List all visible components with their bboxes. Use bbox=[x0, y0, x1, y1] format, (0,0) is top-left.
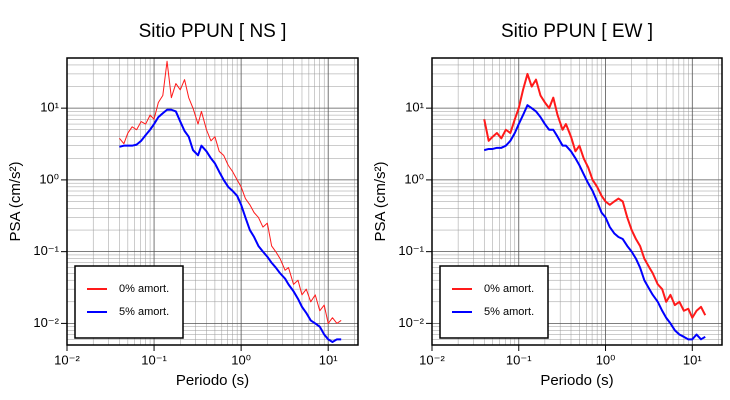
x-tick-label: 10⁻² bbox=[419, 352, 445, 367]
series-line bbox=[119, 108, 342, 344]
x-tick-label: 10¹ bbox=[683, 352, 702, 367]
legend-label: 0% amort. bbox=[119, 283, 169, 295]
y-tick-label: 10⁰ bbox=[404, 171, 424, 186]
series-line bbox=[483, 104, 706, 341]
series-line bbox=[483, 72, 707, 319]
legend-label: 5% amort. bbox=[484, 306, 534, 318]
chart-title: Sitio PPUN [ EW ] bbox=[501, 21, 653, 42]
plot-frame bbox=[431, 57, 723, 346]
y-tick-label: 10¹ bbox=[405, 100, 424, 115]
legend-label: 0% amort. bbox=[484, 283, 534, 295]
legend-box bbox=[439, 265, 549, 339]
y-tick-label: 10¹ bbox=[40, 100, 59, 115]
x-tick-label: 10⁰ bbox=[596, 352, 616, 367]
legend-box bbox=[74, 265, 184, 339]
series-line bbox=[119, 60, 342, 324]
legend-label: 5% amort. bbox=[119, 306, 169, 318]
y-tick-label: 10⁻¹ bbox=[33, 243, 59, 258]
plot-frame bbox=[66, 57, 359, 346]
x-axis-label: Periodo (s) bbox=[176, 372, 249, 389]
y-axis-label: PSA (cm/s²) bbox=[7, 161, 24, 241]
x-tick-label: 10⁻¹ bbox=[506, 352, 532, 367]
y-tick-label: 10⁰ bbox=[39, 171, 59, 186]
x-tick-label: 10¹ bbox=[319, 352, 338, 367]
y-tick-label: 10⁻¹ bbox=[398, 243, 424, 258]
x-tick-label: 10⁻² bbox=[54, 352, 80, 367]
chart-title: Sitio PPUN [ NS ] bbox=[139, 21, 287, 42]
y-axis-label: PSA (cm/s²) bbox=[372, 161, 389, 241]
y-tick-label: 10⁻² bbox=[33, 315, 59, 330]
x-axis-label: Periodo (s) bbox=[540, 372, 613, 389]
x-tick-label: 10⁻¹ bbox=[141, 352, 167, 367]
y-tick-label: 10⁻² bbox=[398, 315, 424, 330]
x-tick-label: 10⁰ bbox=[231, 352, 251, 367]
